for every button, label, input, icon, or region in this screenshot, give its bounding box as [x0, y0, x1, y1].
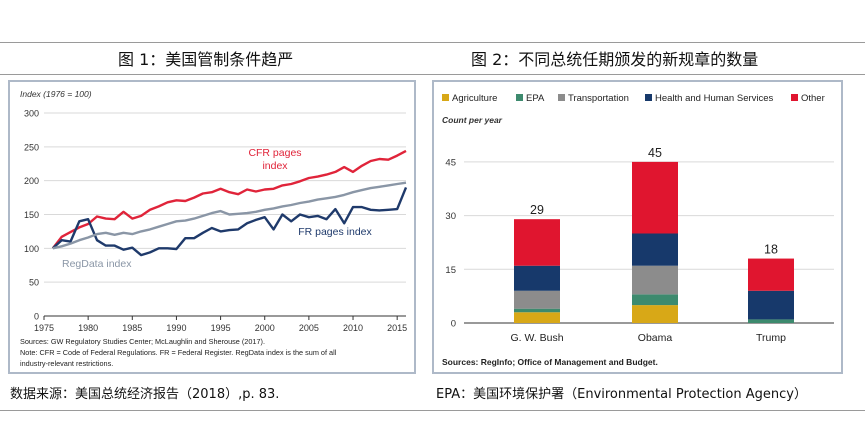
x-tick-label: 1985: [122, 323, 142, 333]
chart-1-note-continued: industry-relevant restrictions.: [20, 359, 113, 368]
x-tick-label: 2005: [299, 323, 319, 333]
bar-segment-obama-other: [632, 161, 678, 234]
y-tick-label: 50: [29, 278, 39, 288]
bar-total-label: 45: [648, 146, 662, 160]
legend-swatch-epa: [516, 94, 523, 101]
bar-segment-obama-epa: [632, 294, 678, 306]
legend-label: Agriculture: [452, 93, 497, 104]
legend-label: Health and Human Services: [655, 93, 774, 104]
y-axis-label: Count per year: [442, 115, 503, 125]
bar-segment-trump-health-and-human-services: [748, 290, 794, 320]
bar-segment-obama-agriculture: [632, 305, 678, 323]
figure-2-title: 图 2：不同总统任期颁发的新规章的数量: [471, 50, 759, 69]
series-line-cfr-pages-index: [51, 149, 407, 250]
bar-segment-trump-epa: [748, 319, 794, 323]
bottom-rule: [0, 410, 865, 411]
y-tick-label: 0: [34, 312, 39, 322]
legend-swatch-agriculture: [442, 94, 449, 101]
y-tick-label: 300: [24, 109, 39, 119]
series-line-fr-pages-index: [51, 186, 408, 257]
cfr-annotation-label: CFR pages index: [248, 147, 301, 172]
bar-segment-trump-other: [748, 258, 794, 291]
y-axis-label: Index (1976 = 100): [20, 89, 92, 99]
bar-total-label: 18: [764, 243, 778, 257]
rules-per-year-stacked-bar-chart: Agriculture EPA Transportation Health and H…: [434, 82, 841, 372]
x-category-label: Obama: [638, 332, 673, 344]
chart-2-sources: Sources: RegInfo; Office of Management a…: [442, 357, 658, 367]
figure-1-source-caption: 数据来源：美国总统经济报告（2018）,p. 83.: [10, 387, 280, 402]
bar-segment-obama-transportation: [632, 265, 678, 295]
series-line-regdata-index: [52, 181, 407, 250]
x-tick-label: 2000: [255, 323, 275, 333]
y-tick-label: 250: [24, 142, 39, 152]
title-rule: [0, 74, 865, 75]
figure-2-caption: EPA：美国环境保护署（Environmental Protection Age…: [436, 387, 807, 402]
y-tick-label: 150: [24, 210, 39, 220]
y-tick-label: 100: [24, 244, 39, 254]
legend-label: Transportation: [568, 93, 629, 104]
legend-swatch-health-and-human-services: [645, 94, 652, 101]
figure-2-panel: Agriculture EPA Transportation Health and H…: [432, 80, 843, 374]
figure-1-title: 图 1：美国管制条件趋严: [118, 50, 294, 69]
regulation-index-line-chart: 0 50 100 150 200 250 300 1975 1980 1985 1990 1995 20…: [10, 82, 414, 372]
x-tick-label: 1990: [166, 323, 186, 333]
x-category-label: G. W. Bush: [510, 332, 563, 344]
top-rule: [0, 42, 865, 43]
bar-segment-g-w-bush-transportation: [514, 290, 560, 309]
y-tick-label: 30: [445, 211, 456, 222]
fr-annotation-label: FR pages index: [298, 226, 372, 238]
x-tick-label: 1980: [78, 323, 98, 333]
legend-swatch-transportation: [558, 94, 565, 101]
y-tick-label: 0: [451, 319, 456, 330]
chart-1-sources: Sources: GW Regulatory Studies Center; M…: [20, 337, 265, 346]
bar-segment-obama-health-and-human-services: [632, 233, 678, 266]
y-tick-label: 200: [24, 176, 39, 186]
bar-segment-g-w-bush-epa: [514, 308, 560, 313]
legend-label: Other: [801, 93, 825, 104]
x-category-label: Trump: [756, 332, 786, 344]
x-tick-label: 2015: [387, 323, 407, 333]
bar-segment-g-w-bush-health-and-human-services: [514, 265, 560, 291]
chart-1-note: Note: CFR = Code of Federal Regulations.…: [20, 348, 337, 357]
x-tick-label: 1975: [34, 323, 54, 333]
figure-1-panel: 0 50 100 150 200 250 300 1975 1980 1985 1990 1995 20…: [8, 80, 416, 374]
y-tick-label: 15: [445, 265, 456, 276]
bar-segment-g-w-bush-other: [514, 219, 560, 266]
x-tick-label: 2010: [343, 323, 363, 333]
legend-swatch-other: [791, 94, 798, 101]
y-tick-label: 45: [445, 157, 456, 168]
bar-segment-g-w-bush-agriculture: [514, 312, 560, 323]
regdata-annotation-label: RegData index: [62, 258, 132, 270]
bar-total-label: 29: [530, 203, 544, 217]
x-tick-label: 1995: [211, 323, 231, 333]
legend-label: EPA: [526, 93, 545, 104]
